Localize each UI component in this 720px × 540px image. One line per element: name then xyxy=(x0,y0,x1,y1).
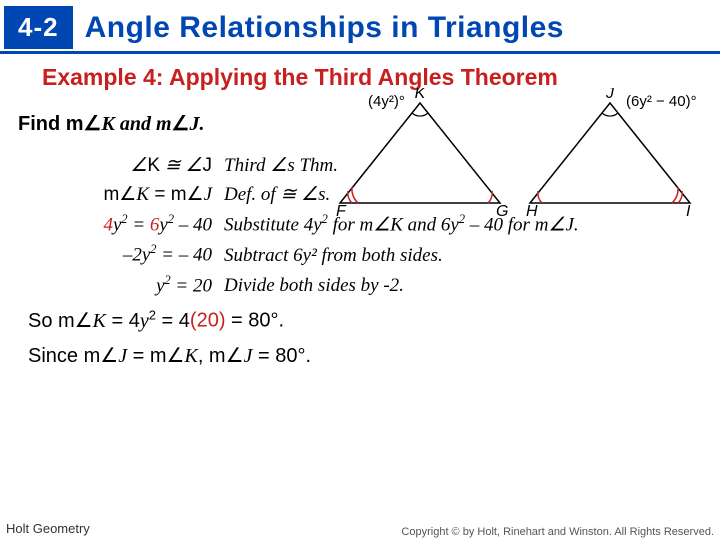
label-f: F xyxy=(336,203,347,218)
concl-end: = 80°. xyxy=(226,310,285,332)
page-title: Angle Relationships in Triangles xyxy=(85,11,564,45)
expr-left: (4y²)° xyxy=(368,93,405,110)
step-lhs: –2y2 = – 40 xyxy=(24,242,224,266)
example-subtitle: Example 4: Applying the Third Angles The… xyxy=(42,64,720,91)
copyright-text: Copyright © by Holt, Rinehart and Winsto… xyxy=(401,526,714,538)
find-text-2: K and m xyxy=(101,113,171,135)
find-text-1: Find m xyxy=(18,113,84,135)
conclusion-1: So m∠K = 4y2 = 4(20) = 80°. xyxy=(28,307,720,333)
triangles-diagram: K J F G H I (4y²)° (6y² − 40)° xyxy=(330,88,710,218)
lesson-badge: 4-2 xyxy=(4,6,73,49)
concl-text: So m∠K = 4y2 = 4 xyxy=(28,310,190,332)
label-k: K xyxy=(415,88,427,102)
copyright-label: Copyright © by Holt, Rinehart and Winsto… xyxy=(401,526,714,538)
step-rhs: Subtract 6y² from both sides. xyxy=(224,245,443,267)
step-rhs: Def. of ≅ ∠s. xyxy=(224,183,330,206)
step-5: y2 = 20 Divide both sides by -2. xyxy=(24,273,720,297)
concl-sub: (20) xyxy=(190,310,226,332)
step-lhs: m∠K = m∠J xyxy=(24,183,224,206)
publisher-label: Holt Geometry xyxy=(6,521,90,536)
find-text-3: J. xyxy=(189,113,204,135)
step-rhs: Divide both sides by -2. xyxy=(224,275,404,297)
step-lhs: 4y2 = 6y2 – 40 xyxy=(24,212,224,236)
expr-right: (6y² − 40)° xyxy=(626,93,697,110)
conclusion-2: Since m∠J = m∠K, m∠J = 80°. xyxy=(28,343,720,368)
label-i: I xyxy=(686,203,691,218)
step-lhs: ∠K ≅ ∠J xyxy=(24,154,224,177)
step-rhs: Third ∠s Thm. xyxy=(224,154,338,177)
label-g: G xyxy=(496,203,508,218)
label-h: H xyxy=(526,203,538,218)
header: 4-2 Angle Relationships in Triangles xyxy=(0,0,720,54)
label-j: J xyxy=(605,88,615,102)
step-4: –2y2 = – 40 Subtract 6y² from both sides… xyxy=(24,242,720,266)
step-lhs: y2 = 20 xyxy=(24,273,224,297)
